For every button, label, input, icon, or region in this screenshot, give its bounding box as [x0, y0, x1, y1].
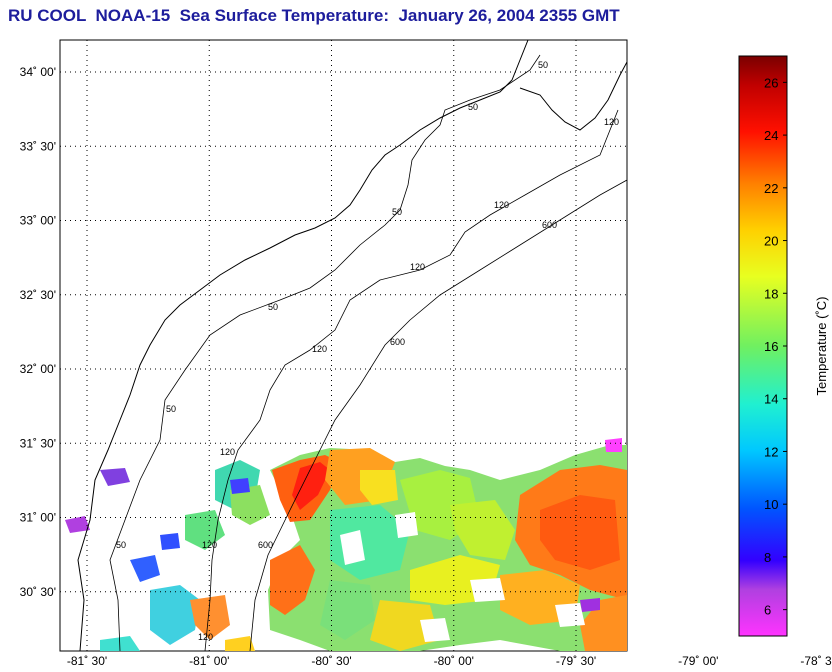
colorbar-tick-label: 14: [764, 392, 778, 407]
colorbar-ticks: 6 8 10 12 14 16 18 20 22 24 26: [764, 75, 787, 618]
longitude-labels: -81˚ 30' -81˚ 00' -80˚ 30' -80˚ 00' -79˚ 30'…: [67, 654, 832, 668]
lon-tick-label: -80˚ 00': [434, 654, 474, 668]
isobath-label: 600: [390, 337, 405, 347]
colorbar-tick-label: 6: [764, 603, 771, 618]
map-title: RU COOL NOAA-15 Sea Surface Temperature:…: [8, 6, 620, 25]
colorbar-tick-label: 20: [764, 234, 778, 249]
colorbar-tick-label: 16: [764, 339, 778, 354]
lon-tick-label: -79˚ 30': [556, 654, 596, 668]
lat-tick-label: 31˚ 30': [20, 436, 56, 450]
colorbar-gradient: [738, 55, 788, 637]
isobath-label: 120: [494, 200, 509, 210]
isobath-600: [249, 179, 627, 651]
isobath-label: 600: [542, 220, 557, 230]
lon-tick-label: -79˚ 00': [678, 654, 718, 668]
lat-tick-label: 30˚ 30': [20, 585, 56, 599]
isobath-label: 120: [198, 632, 213, 642]
lat-tick-label: 34˚ 00': [20, 65, 56, 79]
lat-tick-label: 31˚ 00': [20, 511, 56, 525]
isobath-label: 50: [468, 102, 478, 112]
isobath-label: 120: [202, 540, 217, 550]
isobath-label: 600: [258, 540, 273, 550]
lat-tick-label: 32˚ 00': [20, 362, 56, 376]
lat-tick-label: 32˚ 30': [20, 288, 56, 302]
colorbar-tick-label: 18: [764, 286, 778, 301]
colorbar-tick-label: 26: [764, 75, 778, 90]
lat-tick-label: 33˚ 00': [20, 214, 56, 228]
colorbar-tick-label: 22: [764, 181, 778, 196]
colorbar-tick-label: 8: [764, 550, 771, 565]
isobath-120: [204, 109, 619, 651]
colorbar-tick-label: 24: [764, 128, 778, 143]
lat-lon-grid: [60, 40, 627, 651]
colorbar: 6 8 10 12 14 16 18 20 22 24 26 Temperature (˚C): [738, 55, 829, 637]
lon-tick-label: -78˚ 30': [800, 654, 832, 668]
isobath-label: 50: [166, 404, 176, 414]
colorbar-tick-label: 12: [764, 444, 778, 459]
isobath-50: [109, 54, 541, 651]
lon-tick-label: -80˚ 30': [311, 654, 351, 668]
colorbar-label: Temperature (˚C): [814, 297, 829, 396]
isobath-label: 50: [538, 60, 548, 70]
colorbar-tick-label: 10: [764, 497, 778, 512]
lat-tick-label: 33˚ 30': [20, 139, 56, 153]
latitude-labels: 34˚ 00' 33˚ 30' 33˚ 00' 32˚ 30' 32˚ 00' 31˚ 3…: [20, 65, 56, 599]
isobath-label: 120: [410, 262, 425, 272]
isobath-label: 120: [220, 447, 235, 457]
isobath-label: 50: [392, 207, 402, 217]
isobath-label: 50: [268, 302, 278, 312]
isobath-label: 50: [116, 540, 126, 550]
isobath-label: 120: [312, 344, 327, 354]
isobath-label: 120: [604, 117, 619, 127]
lon-tick-label: -81˚ 00': [189, 654, 229, 668]
isobath-labels: 50 50 50 50 50 50 120 120 120 120 120 12…: [116, 60, 619, 642]
coastline-north: [519, 61, 627, 131]
sst-data-layer: [65, 438, 627, 651]
coastline: [77, 40, 529, 651]
lon-tick-label: -81˚ 30': [67, 654, 107, 668]
